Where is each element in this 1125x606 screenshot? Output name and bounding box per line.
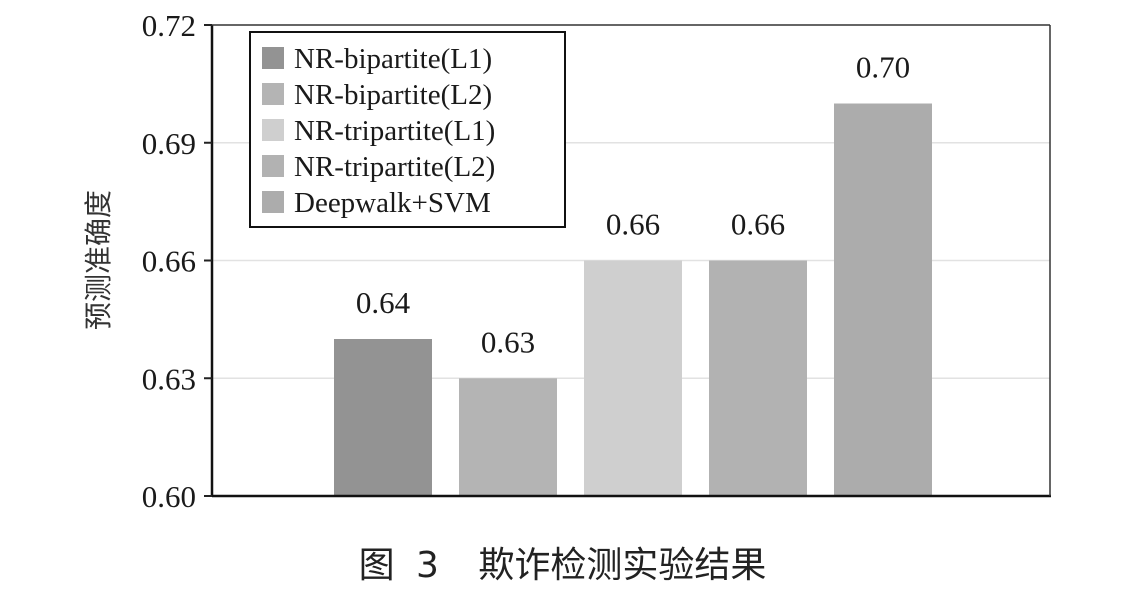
bar — [834, 103, 932, 496]
bar-value-label: 0.70 — [856, 50, 910, 85]
y-tick-label: 0.69 — [142, 126, 196, 161]
legend-box — [249, 31, 566, 228]
bar-value-label: 0.63 — [481, 324, 535, 359]
data-labels: 0.64 0.63 0.66 0.66 0.70 — [356, 50, 910, 360]
caption-figure: 图 — [358, 545, 395, 586]
bar — [334, 339, 432, 496]
legend-swatch — [262, 191, 284, 213]
legend-swatch — [262, 155, 284, 177]
bar — [459, 378, 557, 496]
y-axis-label: 预测准确度 — [82, 190, 115, 330]
caption-number: 3 — [416, 545, 439, 586]
y-tick-labels: 0.60 0.63 0.66 0.69 0.72 — [142, 8, 212, 514]
legend-swatch — [262, 83, 284, 105]
bar-value-label: 0.66 — [731, 207, 785, 242]
legend-entry: Deepwalk+SVM — [294, 187, 491, 219]
legend-entry: NR-tripartite(L2) — [294, 151, 495, 183]
bar-chart: 0.64 0.63 0.66 0.66 0.70 0.60 0.63 0.66 0.69 0.7… — [82, 8, 1051, 514]
y-tick-label: 0.66 — [142, 244, 196, 279]
y-tick-label: 0.72 — [142, 8, 196, 43]
legend-entry: NR-bipartite(L2) — [294, 79, 492, 111]
bar — [709, 260, 807, 496]
caption-title: 欺诈检测实验结果 — [478, 545, 767, 586]
bars — [334, 103, 932, 496]
bar-value-label: 0.66 — [606, 207, 660, 242]
legend-entry: NR-tripartite(L1) — [294, 115, 495, 147]
y-tick-label: 0.60 — [142, 479, 196, 514]
legend: NR-bipartite(L1) NR-bipartite(L2) NR-tripa… — [249, 31, 566, 228]
y-tick-label: 0.63 — [142, 361, 196, 396]
bar — [584, 260, 682, 496]
legend-entry: NR-bipartite(L1) — [294, 43, 492, 75]
legend-swatch — [262, 47, 284, 69]
figure-caption: 图 3 欺诈检测实验结果 — [0, 536, 1125, 588]
legend-swatch — [262, 119, 284, 141]
bar-value-label: 0.64 — [356, 285, 411, 320]
